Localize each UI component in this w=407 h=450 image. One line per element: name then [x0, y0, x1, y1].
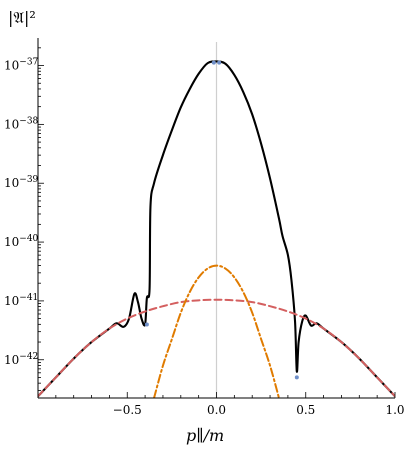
y-axis-label: |𝔄|² [8, 8, 36, 27]
y-tick-exponent: −37 [19, 58, 38, 68]
axes: −0.5 0.0 0.5 1.010−3710−3810−3910−4010−4110… [4, 38, 405, 417]
data-point-3-2 [211, 60, 216, 65]
y-tick-label: 10−41 [4, 293, 38, 308]
y-tick-label: 10−38 [4, 116, 39, 131]
y-tick-exponent: −39 [19, 175, 38, 185]
y-tick-label: 10−42 [4, 352, 38, 367]
data-point-3-0 [144, 322, 149, 327]
y-tick-label: 10−39 [4, 175, 39, 190]
y-tick-label: 10−40 [4, 234, 39, 249]
y-tick-base: 10 [4, 235, 19, 249]
data-point-3-3 [217, 60, 222, 65]
y-tick-exponent: −38 [19, 116, 38, 126]
y-tick-exponent: −41 [19, 293, 38, 303]
x-tick-label: −0.5 [113, 403, 142, 417]
x-tick-label: 0.5 [296, 403, 315, 417]
y-tick-exponent: −42 [19, 352, 38, 362]
data-point-3-1 [294, 375, 299, 380]
y-tick-base: 10 [4, 353, 19, 367]
y-tick-label: 10−37 [4, 58, 39, 73]
series-line-solid [38, 60, 395, 398]
x-tick-label: 0.0 [207, 403, 226, 417]
plot-area [38, 42, 395, 398]
y-tick-base: 10 [4, 59, 19, 73]
y-tick-base: 10 [4, 294, 19, 308]
x-axis-label: p∥/m [186, 426, 224, 445]
y-tick-base: 10 [4, 117, 19, 131]
x-tick-label: 1.0 [385, 403, 404, 417]
series-line-dashed [38, 298, 395, 398]
y-tick-exponent: −40 [19, 234, 38, 244]
series-group [38, 60, 395, 398]
y-tick-base: 10 [4, 176, 19, 190]
series-line-dash-dot [153, 264, 280, 398]
